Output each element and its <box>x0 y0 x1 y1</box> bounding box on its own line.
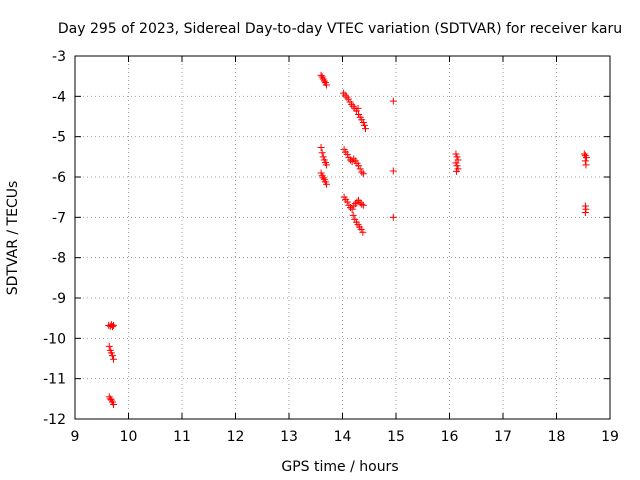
data-point <box>389 213 397 221</box>
plot-frame <box>74 55 611 420</box>
x-tick-label: 10 <box>120 429 138 445</box>
y-tick-label: -8 <box>52 251 66 267</box>
data-point <box>581 157 589 165</box>
data-point <box>581 208 589 216</box>
data-point <box>581 202 589 210</box>
data-point <box>359 201 367 209</box>
x-tick-label: 9 <box>71 429 80 445</box>
data-point <box>453 162 461 170</box>
data-point <box>318 149 326 157</box>
data-point <box>343 198 351 206</box>
data-point <box>319 174 327 182</box>
data-point <box>349 211 357 219</box>
x-tick-label: 13 <box>280 429 298 445</box>
data-point <box>322 161 330 169</box>
data-point <box>351 200 359 208</box>
data-point <box>355 162 363 170</box>
data-point <box>582 161 590 169</box>
data-point <box>582 154 590 162</box>
data-point <box>362 125 370 133</box>
x-tick-label: 18 <box>548 429 566 445</box>
data-point <box>110 321 118 329</box>
x-tick-label: 15 <box>387 429 405 445</box>
data-point <box>347 204 355 212</box>
scatter-points <box>105 71 590 408</box>
data-point <box>320 77 328 85</box>
data-point <box>110 400 118 408</box>
data-point <box>360 121 368 129</box>
y-tick-label: -5 <box>52 130 66 146</box>
data-point <box>108 323 116 331</box>
data-point <box>582 205 590 213</box>
grid <box>75 56 610 419</box>
y-tick-label: -12 <box>43 412 66 428</box>
data-point <box>358 200 366 208</box>
y-axis-title: SDTVAR / TECUs <box>5 181 21 296</box>
y-tick-label: -10 <box>43 331 66 347</box>
data-point <box>359 170 367 178</box>
data-point <box>108 352 116 360</box>
x-tick-label: 19 <box>601 429 619 445</box>
data-point <box>389 167 397 175</box>
data-point <box>359 228 367 236</box>
data-point <box>358 168 366 176</box>
axis-ticks: 9 10 11 12 13 14 15 16 17 18 19 -3 -4 -5 -6 -7 -8 -9 -10 -1… <box>43 49 619 445</box>
data-point <box>319 153 327 161</box>
y-tick-label: -7 <box>52 210 66 226</box>
data-point <box>353 198 361 206</box>
data-point <box>317 144 325 152</box>
x-tick-label: 14 <box>334 429 352 445</box>
x-axis-title: GPS time / hours <box>281 459 398 475</box>
data-point <box>356 165 364 173</box>
data-point <box>580 150 588 158</box>
x-tick-label: 17 <box>494 429 512 445</box>
y-tick-label: -11 <box>43 372 66 388</box>
data-point <box>354 104 362 112</box>
y-tick-label: -4 <box>52 89 66 105</box>
data-point <box>452 167 460 175</box>
data-point <box>105 342 113 350</box>
data-point <box>347 156 355 164</box>
y-tick-label: -3 <box>52 49 66 65</box>
data-point <box>389 97 397 105</box>
data-point <box>322 81 330 89</box>
data-point <box>343 150 351 158</box>
x-tick-label: 16 <box>441 429 459 445</box>
chart-title: Day 295 of 2023, Sidereal Day-to-day VTE… <box>58 21 622 37</box>
y-tick-label: -6 <box>52 170 66 186</box>
x-tick-label: 11 <box>173 429 191 445</box>
y-tick-label: -9 <box>52 291 66 307</box>
data-point <box>317 71 325 79</box>
data-point <box>348 205 356 213</box>
x-tick-label: 12 <box>227 429 245 445</box>
data-point <box>322 180 330 188</box>
data-point <box>110 355 118 363</box>
data-point <box>453 153 461 161</box>
